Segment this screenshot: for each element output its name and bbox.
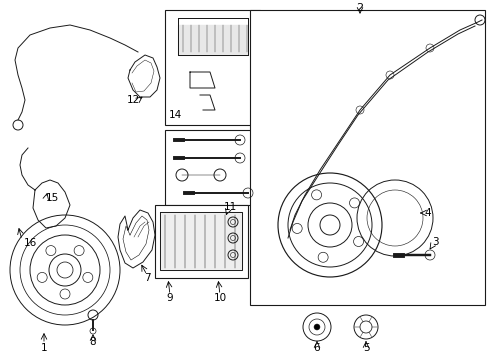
Text: 2: 2 xyxy=(356,3,363,13)
Text: 4: 4 xyxy=(424,208,430,218)
Text: 14: 14 xyxy=(168,110,181,120)
Text: 6: 6 xyxy=(313,343,320,353)
Polygon shape xyxy=(160,212,242,270)
Text: 11: 11 xyxy=(223,202,236,212)
Text: 16: 16 xyxy=(23,238,37,248)
Polygon shape xyxy=(178,25,247,55)
Bar xyxy=(164,130,260,205)
Bar xyxy=(249,10,484,305)
Text: 1: 1 xyxy=(41,343,47,353)
Text: 7: 7 xyxy=(143,273,150,283)
Text: 12: 12 xyxy=(126,95,140,105)
Text: 5: 5 xyxy=(362,343,368,353)
Text: 9: 9 xyxy=(166,293,173,303)
Circle shape xyxy=(313,324,319,330)
Text: 15: 15 xyxy=(45,193,59,203)
Bar xyxy=(164,10,260,125)
Text: 8: 8 xyxy=(89,337,96,347)
Text: 3: 3 xyxy=(431,237,437,247)
Text: 13: 13 xyxy=(168,237,181,247)
Bar xyxy=(155,205,247,278)
Text: 10: 10 xyxy=(213,293,226,303)
